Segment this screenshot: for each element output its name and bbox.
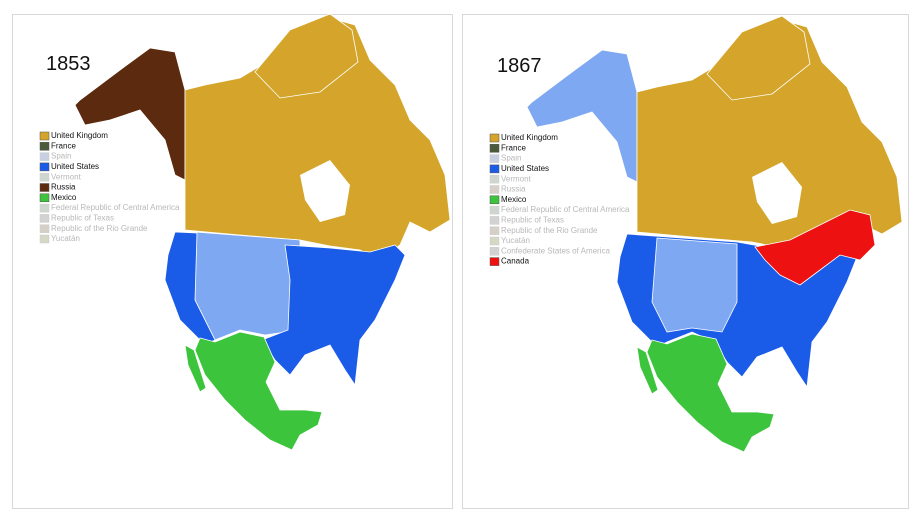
legend-swatch <box>39 234 50 244</box>
legend-swatch <box>39 183 50 192</box>
legend-label: Mexico <box>51 193 77 202</box>
legend-swatch <box>489 144 500 153</box>
legend-label: Republic of Texas <box>501 216 564 225</box>
canada <box>754 209 876 286</box>
legend-swatch <box>39 224 50 233</box>
legend-swatch <box>489 195 500 205</box>
baja <box>636 346 659 395</box>
legend-swatch <box>39 142 50 151</box>
hudson-bay <box>300 160 350 222</box>
legend-label: United States <box>51 162 99 171</box>
legend-swatch <box>489 226 500 235</box>
legend-label: Canada <box>501 257 530 266</box>
legend-label: Federal Republic of Central America <box>501 205 630 214</box>
legend-label: Vermont <box>51 172 82 181</box>
legend-label: Yucatán <box>51 234 80 243</box>
alaska <box>526 49 638 183</box>
alaska <box>74 47 186 181</box>
us-territories <box>194 231 301 341</box>
legend-swatch <box>489 185 500 194</box>
legend-swatch <box>489 236 500 246</box>
legend-label: Republic of the Rio Grande <box>51 224 148 233</box>
hudson-bay <box>752 162 802 224</box>
legend-swatch <box>39 193 50 203</box>
legend-label: Vermont <box>501 174 532 183</box>
legend-label: Confederate States of America <box>501 246 611 255</box>
map <box>74 13 451 451</box>
legend-label: Russia <box>51 183 76 192</box>
arctic-islands <box>706 15 811 101</box>
legend-label: Spain <box>51 152 71 161</box>
legend-swatch <box>39 131 50 141</box>
legend-swatch <box>39 214 50 223</box>
legend-label: Federal Republic of Central America <box>51 203 180 212</box>
legend-label: Russia <box>501 185 526 194</box>
legend-swatch <box>489 154 500 163</box>
map <box>526 15 903 453</box>
baja <box>184 344 207 393</box>
legend-swatch <box>39 152 50 161</box>
map-year: 1867 <box>497 55 542 77</box>
legend-swatch <box>489 133 500 143</box>
legend-swatch <box>39 172 50 182</box>
mexico <box>646 333 775 453</box>
legend-label: Mexico <box>501 195 527 204</box>
legend-swatch <box>489 247 500 256</box>
legend-label: Republic of Texas <box>51 214 114 223</box>
legend-swatch <box>39 162 50 172</box>
legend-label: United Kingdom <box>51 131 108 140</box>
legend-label: Yucatán <box>501 236 530 245</box>
legend-label: Republic of the Rio Grande <box>501 226 598 235</box>
legend-label: France <box>501 143 526 152</box>
legend-swatch <box>489 257 500 266</box>
legend-label: Spain <box>501 154 521 163</box>
legend-swatch <box>489 174 500 184</box>
legend-swatch <box>39 203 50 213</box>
legend-swatch <box>489 216 500 225</box>
legend-label: United Kingdom <box>501 133 558 142</box>
legend-label: United States <box>501 164 549 173</box>
legend-swatch <box>489 164 500 174</box>
map-year: 1853 <box>46 53 91 75</box>
legend-label: France <box>51 141 76 150</box>
us-territories <box>651 237 738 333</box>
mexico <box>194 331 323 451</box>
legend-swatch <box>489 205 500 215</box>
arctic-islands <box>254 13 359 99</box>
